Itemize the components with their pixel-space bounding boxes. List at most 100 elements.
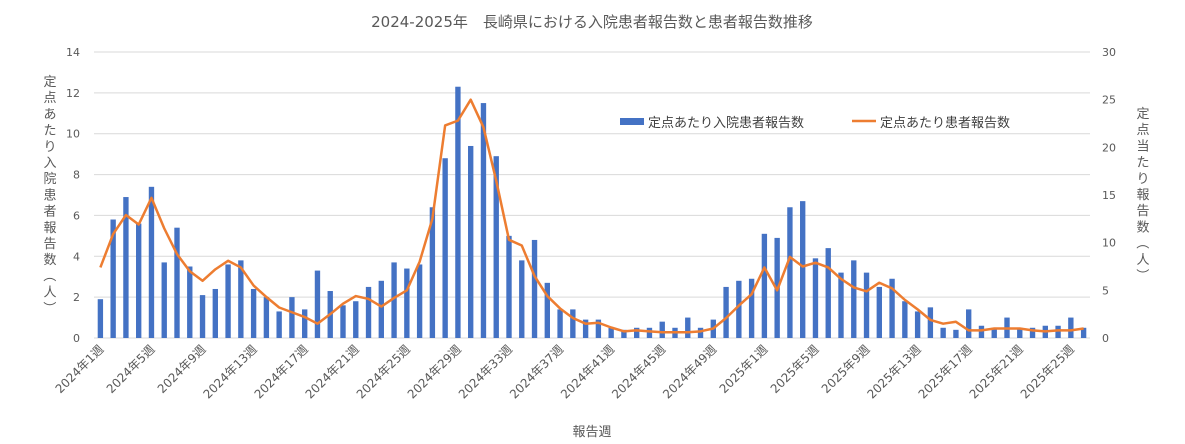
bar [353,301,359,338]
axis-title-char: 人 [43,286,56,301]
bar [838,272,844,338]
bar [391,262,397,338]
axis-title-char: ） [41,301,56,314]
bar [1017,327,1023,338]
bar [991,327,997,338]
bar [212,288,218,338]
legend-line-label: 定点あたり患者報告数 [880,116,1010,131]
x-tick-label: 2025年25週 [1018,342,1077,401]
legend-bar-swatch [620,118,644,125]
axis-title-char: 定 [43,75,56,90]
axis-title-char: （ [1134,236,1149,249]
x-tick-label: 2025年21週 [967,342,1026,401]
axis-title-char: 院 [43,172,56,187]
right-tick-label: 20 [1102,141,1116,154]
bar [289,297,295,338]
x-tick-label: 2024年21週 [303,342,362,401]
bar [914,311,921,338]
axis-title-char: 点 [43,91,56,106]
x-tick-label: 2024年25週 [354,342,413,401]
bar [557,309,563,338]
bar [634,327,640,338]
x-tick-label: 2025年13週 [864,342,923,401]
axis-title-char: 告 [43,237,56,252]
bar [493,156,499,338]
axis-title-char: 入 [43,156,56,171]
bar [646,327,653,338]
left-tick-label: 4 [73,250,80,263]
bar [340,305,346,338]
right-tick-label: 15 [1102,189,1116,202]
axis-title-char: 数 [1136,220,1149,235]
left-tick-label: 12 [66,87,80,100]
axis-title-char: 定 [1136,107,1149,122]
bar [404,268,410,338]
bar [442,158,448,338]
x-tick-label: 2024年49週 [660,342,719,401]
right-tick-label: 25 [1102,94,1116,107]
left-axis-title: 定点あたり入院患者報告数（ 人） [41,75,57,314]
bar [595,319,602,338]
bar [1029,327,1036,338]
bar [812,258,819,338]
x-tick-label: 2024年45週 [609,342,668,401]
chart-title: 2024-2025年 長崎県における入院患者報告数と患者報告数推移 [371,13,813,31]
bar [787,207,793,338]
bar [902,301,908,338]
x-tick-label: 2025年17週 [916,342,975,401]
axis-title-char: （ [41,269,56,282]
x-tick-label: 2025年1週 [717,342,771,396]
bar [302,309,308,338]
bar [863,272,870,338]
x-tick-label: 2025年9週 [819,342,873,396]
x-axis-title: 報告週 [572,425,611,440]
bar-series [97,86,1087,338]
bar [1080,327,1087,338]
bar [378,280,384,338]
bar [238,260,244,338]
bar [455,86,461,338]
axis-title-char: 点 [1136,123,1149,138]
bar [110,219,116,338]
bar [225,264,231,338]
bar [582,319,589,338]
bar [136,223,142,338]
bar [468,145,474,338]
axis-title-char: り [1136,172,1149,187]
bar [697,327,704,338]
axis-title-char: 報 [43,221,56,236]
left-tick-label: 0 [73,332,80,345]
right-tick-label: 10 [1102,237,1116,250]
axis-title-char: 告 [1136,204,1149,219]
x-tick-label: 2024年9週 [155,342,209,396]
gridlines [94,51,1090,339]
axis-title-char: た [43,124,56,139]
x-tick-label: 2024年37週 [507,342,566,401]
bar [876,286,882,338]
left-tick-label: 8 [73,169,80,182]
line-path [99,98,1084,334]
axis-title-char: 患 [43,188,56,203]
bar [1068,317,1074,338]
legend-bar-label: 定点あたり入院患者報告数 [648,116,804,131]
bar [506,235,512,338]
legend: 定点あたり入院患者報告数 定点あたり患者報告数 [620,116,1010,131]
bar [800,201,806,338]
x-axis-ticks: 2024年1週2024年5週2024年9週2024年13週2024年17週202… [53,342,1077,401]
axis-title-char: 人 [1136,253,1149,268]
line-series [99,98,1084,334]
bar [123,197,129,338]
bar [1055,325,1061,338]
right-tick-label: 30 [1102,46,1116,59]
bar [174,227,180,338]
x-tick-label: 2024年5週 [104,342,158,396]
bar [416,264,423,338]
bar [199,295,206,338]
axis-title-char: あ [43,107,56,122]
bar [978,325,985,338]
bar [480,103,487,338]
right-tick-label: 5 [1102,284,1109,297]
x-tick-label: 2024年29週 [405,342,464,401]
